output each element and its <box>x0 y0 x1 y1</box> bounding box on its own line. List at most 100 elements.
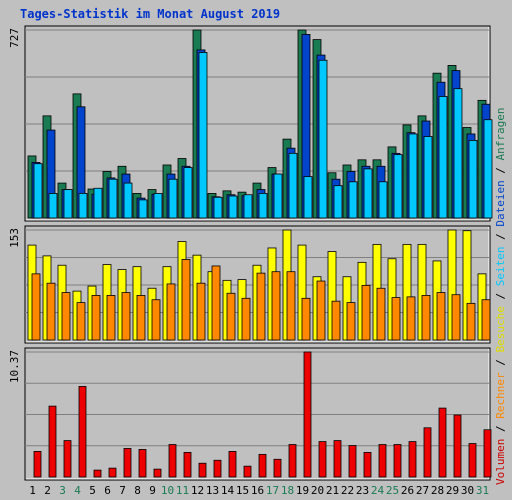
bar-volumen-day-31 <box>483 429 492 478</box>
x-tick-label: 15 <box>236 484 249 497</box>
x-tick-label: 5 <box>89 484 96 497</box>
bar-rechner-day-22 <box>346 302 356 341</box>
bar-rechner-day-16 <box>256 272 266 341</box>
x-tick-label: 1 <box>29 484 36 497</box>
bar-seiten-day-7 <box>123 182 133 219</box>
bar-seiten-day-2 <box>48 193 58 219</box>
bar-rechner-day-9 <box>151 299 161 341</box>
bar-rechner-day-20 <box>316 280 326 341</box>
bar-rechner-day-18 <box>286 271 296 341</box>
bar-volumen-day-17 <box>273 458 282 478</box>
chart-title: Tages-Statistik im Monat August 2019 <box>20 7 280 21</box>
bar-volumen-day-18 <box>288 444 297 478</box>
bottom-panel: 10.37 <box>8 347 492 481</box>
bar-rechner-day-10 <box>166 283 176 341</box>
bar-seiten-day-10 <box>168 178 178 219</box>
top-ymax-label: 727 <box>8 28 21 48</box>
bar-rechner-day-21 <box>331 300 341 341</box>
x-tick-label: 7 <box>119 484 126 497</box>
bar-seiten-day-14 <box>228 195 238 219</box>
bar-seiten-day-11 <box>183 167 193 219</box>
bar-seiten-day-6 <box>108 178 118 219</box>
bar-volumen-day-23 <box>363 451 372 478</box>
x-tick-label: 12 <box>191 484 204 497</box>
bar-volumen-day-11 <box>183 451 192 478</box>
x-tick-label: 25 <box>386 484 399 497</box>
bar-volumen-day-13 <box>213 459 222 478</box>
bar-rechner-day-26 <box>406 296 416 341</box>
bar-rechner-day-3 <box>61 292 71 341</box>
bar-seiten-day-22 <box>348 181 358 219</box>
bar-seiten-day-30 <box>468 140 478 219</box>
bar-volumen-day-22 <box>348 445 357 478</box>
x-tick-label: 21 <box>326 484 339 497</box>
x-tick-label: 27 <box>416 484 429 497</box>
bar-rechner-day-2 <box>46 282 56 341</box>
bar-volumen-day-30 <box>468 443 477 478</box>
x-tick-label: 11 <box>176 484 189 497</box>
x-tick-label: 24 <box>371 484 385 497</box>
bar-seiten-day-18 <box>288 152 298 219</box>
x-tick-label: 28 <box>431 484 444 497</box>
bar-volumen-day-16 <box>258 453 267 478</box>
legend-entry: / <box>494 286 507 306</box>
bar-volumen-day-28 <box>438 407 447 478</box>
bar-rechner-day-4 <box>76 302 86 341</box>
bar-rechner-day-31 <box>481 299 491 341</box>
bar-volumen-day-21 <box>333 440 342 478</box>
bar-volumen-day-25 <box>393 444 402 478</box>
bar-rechner-day-15 <box>241 297 251 341</box>
legend-entry: / <box>494 227 507 247</box>
bar-volumen-day-9 <box>153 468 162 478</box>
x-tick-label: 19 <box>296 484 309 497</box>
bar-rechner-day-29 <box>451 294 461 341</box>
bar-volumen-day-2 <box>48 405 57 478</box>
legend-entry: Besuche <box>494 306 507 352</box>
x-tick-label: 13 <box>206 484 219 497</box>
series-legend-vertical: Volumen / Rechner / Besuche / Seiten / D… <box>494 107 507 485</box>
legend-entry: Rechner <box>494 372 507 419</box>
bar-rechner-day-23 <box>361 284 371 341</box>
bar-rechner-day-14 <box>226 292 236 341</box>
bar-rechner-day-6 <box>106 295 116 341</box>
x-tick-label: 2 <box>44 484 51 497</box>
bar-seiten-day-31 <box>483 119 493 219</box>
top-panel-bevel <box>26 27 490 221</box>
bar-volumen-day-7 <box>123 448 132 478</box>
bar-volumen-day-10 <box>168 444 177 478</box>
bar-rechner-day-25 <box>391 297 401 341</box>
x-tick-label: 6 <box>104 484 111 497</box>
bar-seiten-day-23 <box>363 168 373 219</box>
bar-rechner-day-27 <box>421 295 431 341</box>
bar-volumen-day-24 <box>378 444 387 478</box>
x-tick-label: 18 <box>281 484 294 497</box>
legend-entry: Anfragen <box>494 107 507 160</box>
bar-rechner-day-13 <box>211 265 221 341</box>
bar-seiten-day-3 <box>63 189 73 219</box>
bar-rechner-day-5 <box>91 295 101 341</box>
bar-volumen-day-26 <box>408 441 417 478</box>
x-tick-label: 17 <box>266 484 279 497</box>
bar-volumen-day-8 <box>138 449 147 478</box>
x-tick-label: 14 <box>221 484 235 497</box>
bar-seiten-day-20 <box>318 59 328 219</box>
bar-seiten-day-8 <box>138 199 148 219</box>
x-tick-label: 10 <box>161 484 174 497</box>
bar-seiten-day-13 <box>213 196 223 219</box>
x-tick-label: 8 <box>134 484 141 497</box>
bar-seiten-day-19 <box>303 176 313 219</box>
bar-rechner-day-11 <box>181 259 191 341</box>
legend-entry: / <box>494 353 507 373</box>
bar-seiten-day-29 <box>453 88 463 219</box>
bar-rechner-day-30 <box>466 302 476 341</box>
x-tick-label: 20 <box>311 484 324 497</box>
bar-seiten-day-28 <box>438 96 448 219</box>
bar-volumen-day-14 <box>228 451 237 478</box>
bar-rechner-day-7 <box>121 292 131 341</box>
legend-entry: Volumen <box>494 439 507 485</box>
x-tick-label: 9 <box>149 484 156 497</box>
bar-rechner-day-28 <box>436 292 446 341</box>
bar-seiten-day-27 <box>423 136 433 219</box>
